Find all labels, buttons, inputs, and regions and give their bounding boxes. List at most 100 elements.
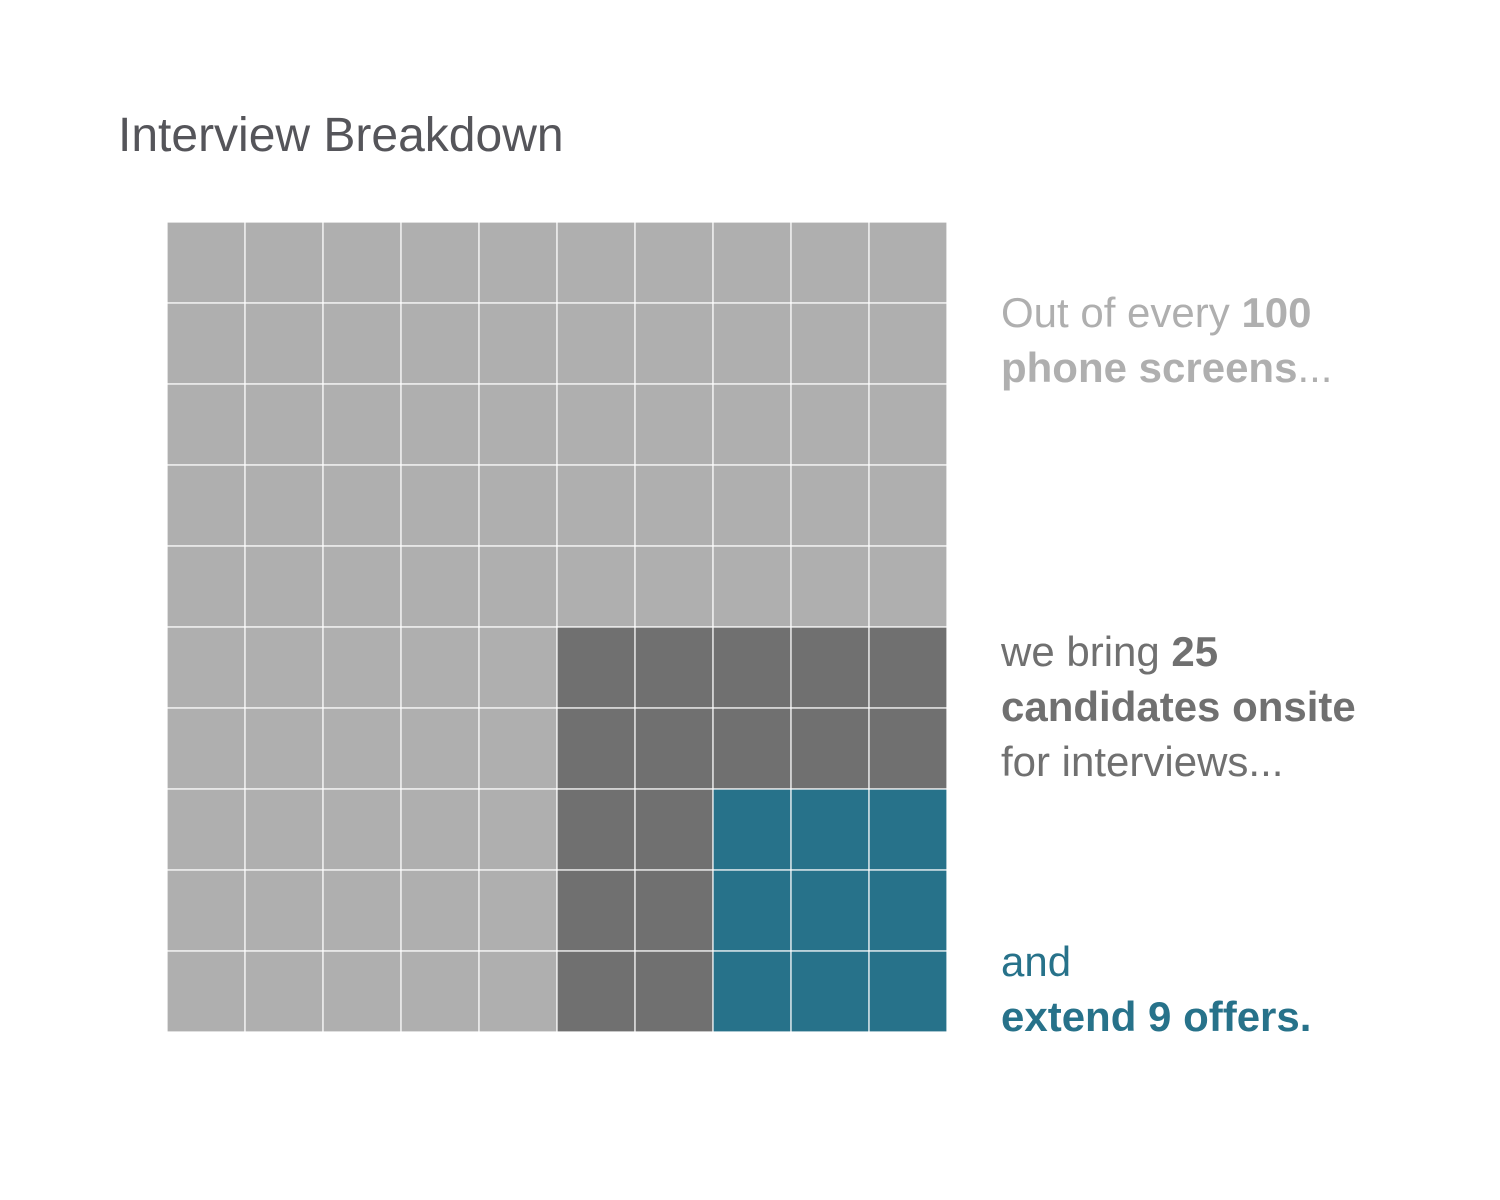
waffle-cell	[790, 464, 870, 547]
waffle-cell	[868, 707, 947, 790]
waffle-cell	[556, 626, 636, 709]
waffle-cell	[868, 545, 947, 628]
waffle-cell	[556, 464, 636, 547]
waffle-cell	[400, 950, 480, 1032]
waffle-cell	[556, 788, 636, 871]
waffle-cell	[322, 545, 402, 628]
waffle-cell	[790, 545, 870, 628]
waffle-cell	[868, 869, 947, 952]
waffle-cell	[244, 302, 324, 385]
waffle-cell	[712, 626, 792, 709]
waffle-cell	[790, 302, 870, 385]
waffle-cell	[790, 222, 870, 304]
waffle-cell	[400, 545, 480, 628]
waffle-cell	[244, 869, 324, 952]
waffle-cell	[244, 950, 324, 1032]
waffle-cell	[790, 707, 870, 790]
annotation-value: 25	[1171, 628, 1219, 675]
waffle-cell	[478, 464, 558, 547]
waffle-cell	[478, 222, 558, 304]
waffle-cell	[868, 464, 947, 547]
waffle-chart	[167, 222, 947, 1032]
waffle-cell	[244, 222, 324, 304]
waffle-cell	[244, 626, 324, 709]
waffle-cell	[167, 707, 246, 790]
waffle-cell	[712, 545, 792, 628]
waffle-cell	[400, 383, 480, 466]
annotation-label: extend 9 offers.	[1001, 993, 1312, 1040]
waffle-cell	[634, 383, 714, 466]
annotation-text: and	[1001, 938, 1072, 985]
waffle-cell	[556, 222, 636, 304]
waffle-cell	[634, 788, 714, 871]
waffle-cell	[790, 788, 870, 871]
waffle-cell	[322, 222, 402, 304]
waffle-cell	[400, 788, 480, 871]
waffle-cell	[322, 869, 402, 952]
waffle-cell	[478, 383, 558, 466]
waffle-cell	[712, 788, 792, 871]
waffle-cell	[400, 464, 480, 547]
waffle-cell	[868, 788, 947, 871]
waffle-cell	[712, 464, 792, 547]
waffle-cell	[478, 707, 558, 790]
waffle-cell	[167, 464, 246, 547]
chart-title: Interview Breakdown	[118, 109, 564, 162]
waffle-cell	[322, 950, 402, 1032]
waffle-cell	[712, 950, 792, 1032]
waffle-cell	[244, 707, 324, 790]
waffle-cell	[244, 788, 324, 871]
waffle-cell	[868, 626, 947, 709]
annotation-ellipsis: ...	[1297, 344, 1333, 391]
waffle-cell	[322, 788, 402, 871]
waffle-cell	[634, 545, 714, 628]
waffle-cell	[167, 545, 246, 628]
waffle-cell	[712, 707, 792, 790]
waffle-cell	[167, 950, 246, 1032]
waffle-cell	[478, 626, 558, 709]
waffle-cell	[790, 383, 870, 466]
waffle-cell	[868, 383, 947, 466]
waffle-cell	[634, 464, 714, 547]
annotation-label: candidates onsite	[1001, 683, 1356, 730]
waffle-cell	[322, 383, 402, 466]
waffle-cell	[322, 626, 402, 709]
waffle-cell	[400, 222, 480, 304]
waffle-cell	[868, 222, 947, 304]
waffle-cell	[478, 788, 558, 871]
waffle-cell	[556, 707, 636, 790]
waffle-cell	[634, 626, 714, 709]
annotation-phone-screens: Out of every 100 phone screens...	[1001, 285, 1332, 395]
waffle-cell	[400, 302, 480, 385]
annotation-offers: and extend 9 offers.	[1001, 934, 1311, 1044]
annotation-text: Out of every	[1001, 289, 1242, 336]
waffle-cell	[790, 626, 870, 709]
waffle-cell	[868, 302, 947, 385]
annotation-text: we bring	[1001, 628, 1172, 675]
waffle-cell	[556, 302, 636, 385]
waffle-cell	[790, 869, 870, 952]
waffle-cell	[634, 950, 714, 1032]
annotation-text: for interviews...	[1001, 738, 1284, 785]
waffle-cell	[322, 302, 402, 385]
waffle-cell	[634, 302, 714, 385]
waffle-cell	[712, 222, 792, 304]
waffle-cell	[400, 626, 480, 709]
waffle-cell	[478, 545, 558, 628]
waffle-cell	[244, 545, 324, 628]
waffle-cell	[400, 869, 480, 952]
waffle-cell	[556, 950, 636, 1032]
waffle-cell	[244, 383, 324, 466]
waffle-cell	[556, 383, 636, 466]
waffle-cell	[712, 302, 792, 385]
waffle-cell	[167, 222, 246, 304]
waffle-cell	[167, 626, 246, 709]
waffle-cell	[712, 383, 792, 466]
waffle-cell	[167, 788, 246, 871]
waffle-cell	[478, 302, 558, 385]
waffle-cell	[712, 869, 792, 952]
waffle-cell	[556, 545, 636, 628]
waffle-cell	[167, 383, 246, 466]
waffle-cell	[634, 869, 714, 952]
waffle-cell	[868, 950, 947, 1032]
